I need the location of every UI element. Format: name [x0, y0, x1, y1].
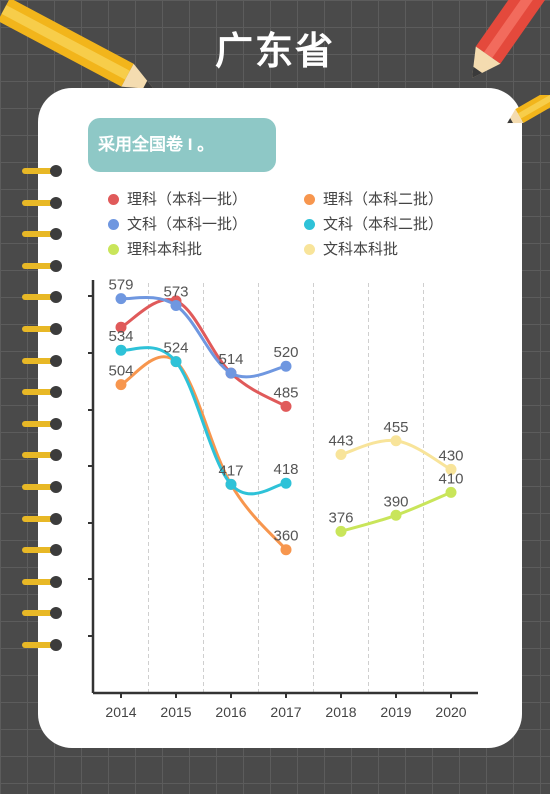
data-label: 534 — [108, 328, 133, 345]
series-line — [119, 346, 288, 496]
pencil-icon — [507, 95, 550, 124]
data-point — [445, 463, 457, 475]
legend-item: 文科（本科二批） — [304, 215, 443, 235]
series-line — [119, 297, 288, 408]
series-line — [119, 295, 288, 379]
data-label: 390 — [383, 493, 408, 510]
legend-label: 文科本科批 — [323, 241, 399, 258]
data-point — [225, 367, 237, 379]
legend-swatch — [304, 243, 315, 255]
data-point — [280, 400, 292, 412]
legend-label: 文科（本科二批） — [323, 216, 444, 233]
data-point — [225, 478, 237, 490]
legend-swatch — [304, 218, 315, 230]
data-label: 520 — [273, 344, 298, 361]
data-point — [280, 360, 292, 372]
x-tick-label: 2018 — [325, 704, 356, 720]
data-point — [445, 486, 457, 498]
x-tick-label: 2015 — [160, 704, 191, 720]
data-label: 455 — [383, 419, 408, 436]
data-label: 418 — [273, 461, 298, 478]
legend-item: 理科本科批 — [108, 240, 202, 260]
data-point — [335, 525, 347, 537]
data-label: 376 — [328, 509, 353, 526]
data-point — [115, 321, 127, 333]
data-label: 573 — [163, 283, 188, 300]
legend-swatch — [108, 243, 119, 255]
legend-swatch — [108, 193, 119, 205]
data-point — [390, 509, 402, 521]
x-tick-label: 2020 — [435, 704, 466, 720]
legend-item: 理科（本科一批） — [108, 190, 247, 210]
legend-label: 理科（本科二批） — [323, 191, 444, 208]
data-point — [170, 299, 182, 311]
data-label: 443 — [328, 433, 353, 450]
data-point — [280, 477, 292, 489]
x-tick-label: 2017 — [270, 704, 301, 720]
data-point — [390, 435, 402, 447]
series-line — [119, 355, 288, 552]
legend-label: 文科（本科一批） — [127, 216, 248, 233]
x-tick-label: 2014 — [105, 704, 136, 720]
data-label: 504 — [108, 363, 133, 380]
data-label: 579 — [108, 277, 133, 294]
x-tick-label: 2019 — [380, 704, 411, 720]
data-label: 360 — [273, 528, 298, 545]
legend-item: 文科（本科一批） — [108, 215, 247, 235]
data-label: 485 — [273, 384, 298, 401]
data-point — [115, 344, 127, 356]
data-point — [115, 379, 127, 391]
data-point — [335, 449, 347, 461]
data-point — [115, 293, 127, 305]
legend-item: 理科（本科二批） — [304, 190, 443, 210]
data-point — [280, 544, 292, 556]
pencil-icon — [472, 0, 550, 79]
x-tick-label: 2016 — [215, 704, 246, 720]
data-point — [170, 356, 182, 368]
data-label: 514 — [218, 351, 243, 368]
legend-label: 理科（本科一批） — [127, 191, 248, 208]
legend-swatch — [304, 193, 315, 205]
legend-swatch — [108, 218, 119, 230]
data-label: 417 — [218, 462, 243, 479]
pencil-icon — [0, 0, 154, 90]
legend-item: 文科本科批 — [304, 240, 398, 260]
data-label: 430 — [438, 447, 463, 464]
data-label: 524 — [163, 340, 188, 357]
page-title: 广东省 — [214, 31, 335, 73]
exam-note-badge: 采用全国卷 I 。 — [88, 118, 276, 172]
data-label: 410 — [438, 470, 463, 487]
legend-label: 理科本科批 — [127, 241, 203, 258]
